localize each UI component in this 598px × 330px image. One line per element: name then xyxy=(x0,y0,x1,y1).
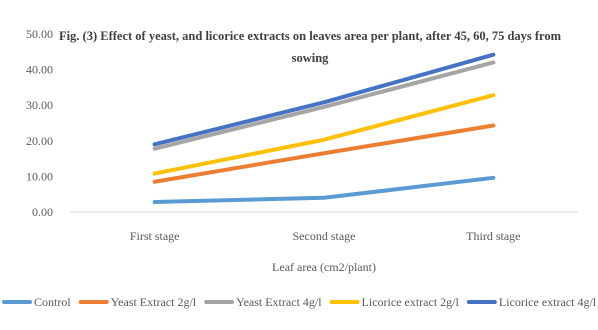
y-tick-label: 50.00 xyxy=(26,27,53,41)
x-axis-ticks: First stage Second stage Third stage xyxy=(130,229,521,243)
series-line-2 xyxy=(152,123,496,184)
legend-label: Yeast Extract 2g/l xyxy=(111,295,197,309)
y-tick-label: 10.00 xyxy=(26,169,53,183)
legend-label: Licorice extract 2g/l xyxy=(362,295,460,309)
series-line-4 xyxy=(152,93,496,176)
legend-label: Yeast Extract 4g/l xyxy=(236,295,322,309)
series-line-3 xyxy=(152,60,496,151)
series-line-1 xyxy=(152,175,496,205)
x-tick-label: First stage xyxy=(130,229,180,243)
legend-label: Control xyxy=(34,295,71,309)
y-axis-ticks: 0.00 10.00 20.00 30.00 40.00 50.00 xyxy=(26,27,53,219)
chart-title-line-1: Fig. (3) Effect of yeast, and licorice e… xyxy=(59,29,562,43)
series-line-5 xyxy=(152,52,496,147)
chart-legend: Control Yeast Extract 2g/l Yeast Extract 4… xyxy=(2,295,597,309)
y-tick-label: 30.00 xyxy=(26,98,53,112)
x-tick-label: Third stage xyxy=(466,229,520,243)
series-lines xyxy=(152,52,496,205)
x-tick-label: Second stage xyxy=(293,229,356,243)
chart-title: Fig. (3) Effect of yeast, and licorice e… xyxy=(59,29,562,65)
y-tick-label: 40.00 xyxy=(26,63,53,77)
legend-label: Licorice extract 4g/l xyxy=(499,295,597,309)
x-axis-title: Leaf area (cm2/plant) xyxy=(272,260,376,274)
y-tick-label: 20.00 xyxy=(26,134,53,148)
y-tick-label: 0.00 xyxy=(32,205,53,219)
chart-title-line-2: sowing xyxy=(292,51,330,65)
